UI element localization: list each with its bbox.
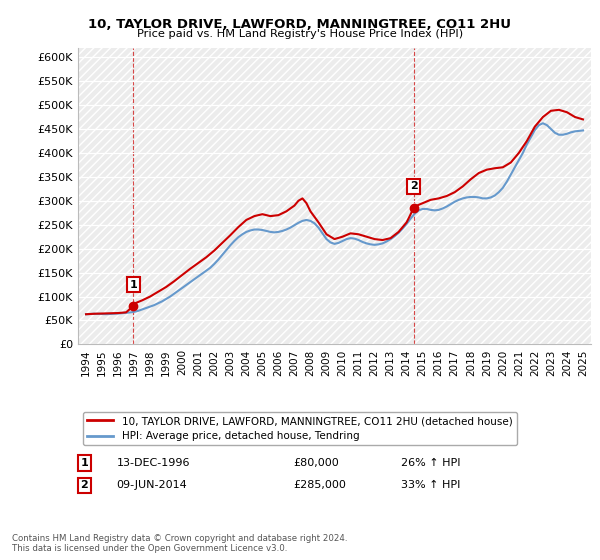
Text: 26% ↑ HPI: 26% ↑ HPI <box>401 458 461 468</box>
Text: 1: 1 <box>130 279 137 290</box>
Text: 2: 2 <box>410 181 418 192</box>
Text: 09-JUN-2014: 09-JUN-2014 <box>116 480 187 491</box>
Text: 10, TAYLOR DRIVE, LAWFORD, MANNINGTREE, CO11 2HU: 10, TAYLOR DRIVE, LAWFORD, MANNINGTREE, … <box>89 18 511 31</box>
Text: £285,000: £285,000 <box>293 480 346 491</box>
Text: Price paid vs. HM Land Registry's House Price Index (HPI): Price paid vs. HM Land Registry's House … <box>137 29 463 39</box>
Text: 33% ↑ HPI: 33% ↑ HPI <box>401 480 461 491</box>
Text: 1: 1 <box>80 458 88 468</box>
Text: 2: 2 <box>80 480 88 491</box>
Text: Contains HM Land Registry data © Crown copyright and database right 2024.
This d: Contains HM Land Registry data © Crown c… <box>12 534 347 553</box>
Text: 13-DEC-1996: 13-DEC-1996 <box>116 458 190 468</box>
Legend: 10, TAYLOR DRIVE, LAWFORD, MANNINGTREE, CO11 2HU (detached house), HPI: Average : 10, TAYLOR DRIVE, LAWFORD, MANNINGTREE, … <box>83 412 517 445</box>
Text: £80,000: £80,000 <box>293 458 339 468</box>
